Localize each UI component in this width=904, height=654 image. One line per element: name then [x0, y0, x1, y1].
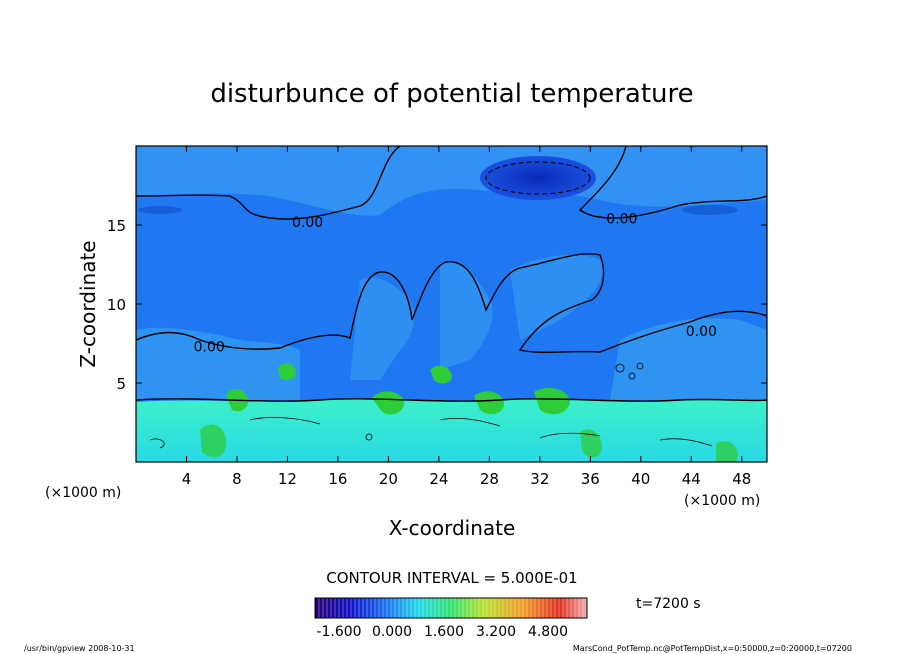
- colorbar-tick-label: 0.000: [372, 624, 412, 640]
- x-tick-label: 24: [429, 470, 448, 488]
- positive-patch-2: [372, 391, 405, 415]
- chart-title: disturbunce of potential temperature: [210, 79, 693, 109]
- colorbar-frame: [314, 597, 588, 619]
- contour-interval: CONTOUR INTERVAL = 5.000E-01: [326, 569, 577, 587]
- x-tick-label: 12: [278, 470, 297, 488]
- x-tick-label: 20: [379, 470, 398, 488]
- positive-patch-5: [200, 424, 227, 458]
- x-tick-label: 4: [182, 470, 192, 488]
- x-axis-title: X-coordinate: [389, 516, 516, 540]
- colorbar-tick-label: 3.200: [476, 624, 516, 640]
- colorbar-tick-labels: -1.600 0.000 1.600 3.200 4.800: [316, 624, 568, 640]
- contour-label-group: 0.00 0.00 0.00 0.00: [194, 212, 717, 356]
- plot-area: [136, 146, 767, 462]
- y-tick-label: 15: [107, 217, 126, 235]
- y-tick-label: 10: [107, 296, 126, 314]
- x-unit-label: (×1000 m): [45, 485, 121, 501]
- colorbar-tick-label: -1.600: [316, 624, 361, 640]
- x-tick-label: 44: [682, 470, 701, 488]
- x-tick-label: 16: [328, 470, 347, 488]
- y-axis: 5 10 15: [107, 217, 767, 393]
- colorbar-tick-label: 4.800: [528, 624, 568, 640]
- positive-patch-3: [474, 391, 505, 415]
- y-axis-title: Z-coordinate: [76, 240, 100, 367]
- x-tick-label: 40: [631, 470, 650, 488]
- positive-patch-6: [580, 429, 602, 458]
- dark-spot-left: [138, 206, 182, 214]
- contour-label: 0.00: [686, 324, 717, 340]
- positive-patch-8: [278, 363, 296, 380]
- lower-field: [136, 398, 767, 462]
- x-tick-label: 28: [480, 470, 499, 488]
- contour-label: 0.00: [292, 215, 323, 231]
- plume-right: [610, 318, 767, 400]
- y-tick-label: 5: [116, 375, 126, 393]
- positive-patch-4: [534, 387, 570, 415]
- upper-band: [136, 146, 767, 216]
- thin-contours: [149, 362, 713, 449]
- minimum-contour: [485, 161, 591, 195]
- contour-label: 0.00: [606, 212, 637, 228]
- contour-label: 0.00: [194, 340, 225, 356]
- footer-right: MarsCond_PotTemp.nc@PotTempDist,x=0:5000…: [573, 644, 852, 653]
- colorbar: [314, 597, 588, 619]
- x-tick-label: 32: [530, 470, 549, 488]
- positive-patch-7: [716, 441, 738, 462]
- footer-left: /usr/bin/gpview 2008-10-31: [24, 644, 135, 653]
- colorbar-stripes: [318, 598, 584, 618]
- x-tick-label: 36: [581, 470, 600, 488]
- zero-contours: [136, 146, 767, 402]
- plume-a: [350, 277, 415, 380]
- plume-c: [510, 254, 603, 340]
- plume-left: [136, 327, 300, 400]
- colorbar-tick-label: 1.600: [424, 624, 464, 640]
- minimum-region: [480, 156, 596, 200]
- dark-spot-right: [682, 205, 738, 215]
- x-tick-label: 48: [732, 470, 751, 488]
- x-tick-label: 8: [232, 470, 242, 488]
- time-label: t=7200 s: [636, 596, 701, 612]
- y-unit-label: (×1000 m): [684, 493, 760, 509]
- positive-patch-9: [430, 365, 452, 384]
- x-axis: 4 8 12 16 20 24 28 32 36 40 44 48: [182, 146, 751, 488]
- colorbar-gradient: [315, 598, 587, 618]
